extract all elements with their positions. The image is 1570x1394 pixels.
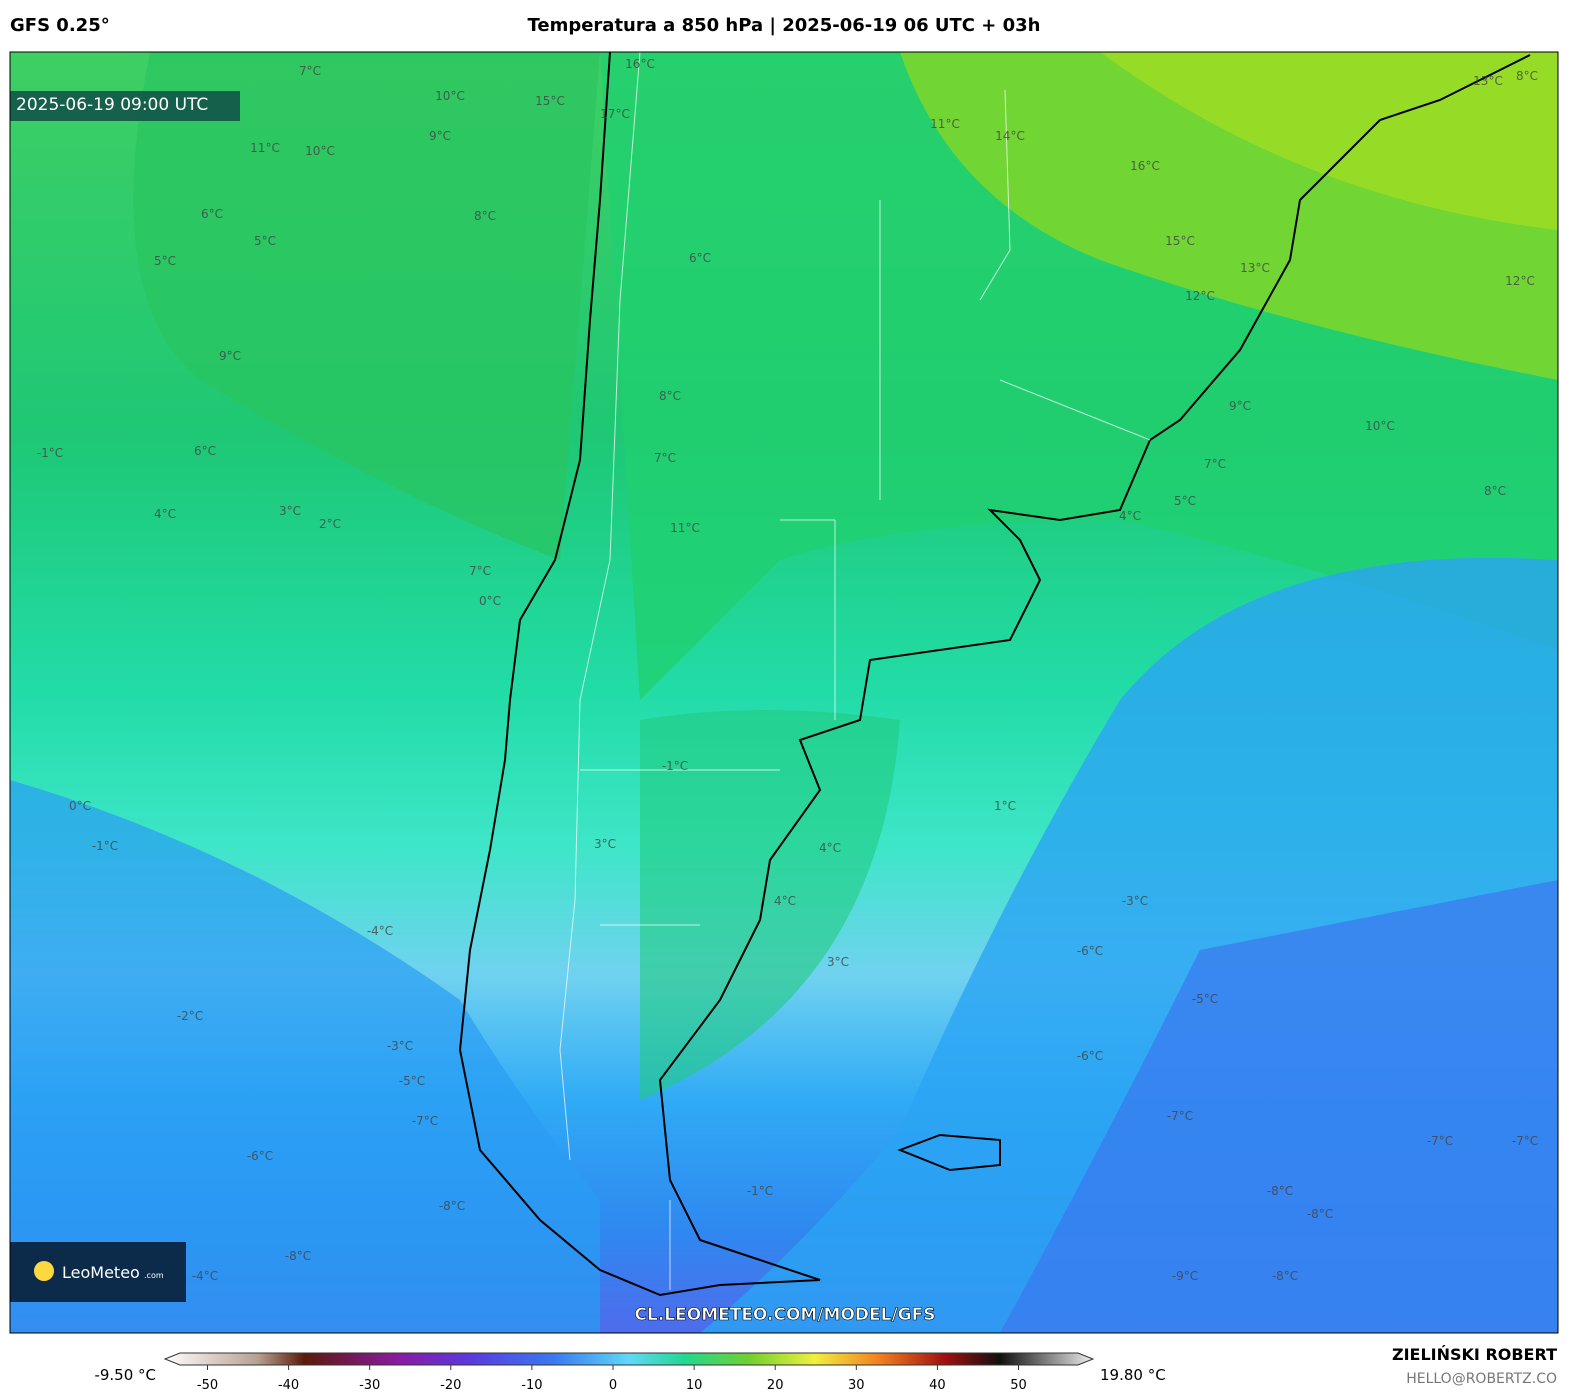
contour-label: 6°C: [201, 207, 223, 221]
contour-label: -7°C: [1167, 1109, 1193, 1123]
author: ZIELIŃSKI ROBERT: [1392, 1345, 1557, 1364]
contour-label: -9°C: [1172, 1269, 1198, 1283]
contour-label: 4°C: [154, 507, 176, 521]
contour-label: 12°C: [1505, 274, 1535, 288]
contour-label: 2°C: [319, 517, 341, 531]
contour-label: 10°C: [435, 89, 465, 103]
contour-label: -1°C: [92, 839, 118, 853]
contour-label: -8°C: [1267, 1184, 1293, 1198]
contour-label: 15°C: [1165, 234, 1195, 248]
contour-label: -1°C: [662, 759, 688, 773]
contour-label: 3°C: [594, 837, 616, 851]
colorbar-tick-label: -20: [440, 1378, 461, 1393]
contour-label: -5°C: [399, 1074, 425, 1088]
contour-label: 4°C: [819, 841, 841, 855]
contour-label: -6°C: [247, 1149, 273, 1163]
colorbar-ticks: -50 -40 -30 -20 -10 0 10 20 30 40 50: [197, 1365, 1027, 1393]
contour-label: 8°C: [1516, 69, 1538, 83]
colorbar-tick-label: -40: [278, 1378, 299, 1393]
contour-label: 17°C: [600, 107, 630, 121]
contour-label: 3°C: [827, 955, 849, 969]
map: 2025-06-19 09:00 UTC LeoMeteo .com CL.LE…: [10, 52, 1558, 1333]
contour-label: -4°C: [367, 924, 393, 938]
contour-label: 12°C: [1185, 289, 1215, 303]
contour-label: -4°C: [192, 1269, 218, 1283]
contour-label: -7°C: [1512, 1134, 1538, 1148]
watermark: CL.LEOMETEO.COM/MODEL/GFS: [635, 1305, 936, 1325]
colorbar-tick-label: 40: [929, 1378, 946, 1393]
contour-label: 5°C: [154, 254, 176, 268]
contour-label: 8°C: [659, 389, 681, 403]
contour-label: 10°C: [305, 144, 335, 158]
contour-label: -6°C: [1077, 944, 1103, 958]
contour-label: 4°C: [1119, 509, 1141, 523]
contour-label: 7°C: [654, 451, 676, 465]
contour-label: 6°C: [194, 444, 216, 458]
contour-label: -3°C: [387, 1039, 413, 1053]
contour-label: 8°C: [474, 209, 496, 223]
contour-label: 5°C: [1174, 494, 1196, 508]
contour-label: 7°C: [299, 64, 321, 78]
contour-label: -6°C: [1077, 1049, 1103, 1063]
contour-label: -7°C: [1427, 1134, 1453, 1148]
contour-label: 3°C: [279, 504, 301, 518]
colorbar-tick-label: -10: [521, 1378, 542, 1393]
contour-label: -1°C: [747, 1184, 773, 1198]
colorbar-tick-label: -30: [359, 1378, 380, 1393]
contour-label: -1°C: [37, 446, 63, 460]
contour-label: 0°C: [479, 594, 501, 608]
contour-label: -5°C: [1192, 992, 1218, 1006]
colorbar-tick-label: 30: [848, 1378, 865, 1393]
colorbar-tick-label: 50: [1010, 1378, 1027, 1393]
contour-label: 7°C: [1204, 457, 1226, 471]
contour-label: -7°C: [412, 1114, 438, 1128]
colorbar-max: 19.80 °C: [1100, 1366, 1166, 1384]
colorbar-tick-label: 20: [767, 1378, 784, 1393]
contour-label: 11°C: [670, 521, 700, 535]
contour-label: 13°C: [1240, 261, 1270, 275]
colorbar-min: -9.50 °C: [94, 1366, 156, 1384]
model: GFS 0.25°: [10, 15, 110, 36]
contour-label: 14°C: [995, 129, 1025, 143]
contour-label: 5°C: [254, 234, 276, 248]
contour-label: -2°C: [177, 1009, 203, 1023]
contour-label: -8°C: [285, 1249, 311, 1263]
colorbar-tick-label: 0: [609, 1378, 617, 1393]
contour-label: 7°C: [469, 564, 491, 578]
contour-label: 15°C: [535, 94, 565, 108]
contour-label: 6°C: [689, 251, 711, 265]
contour-label: 0°C: [69, 799, 91, 813]
email: HELLO@ROBERTZ.CO: [1406, 1371, 1557, 1387]
contour-label: 9°C: [1229, 399, 1251, 413]
colorbar: [163, 1352, 1095, 1366]
colorbar-tick-label: 10: [686, 1378, 703, 1393]
contour-label: -8°C: [439, 1199, 465, 1213]
logo: LeoMeteo: [62, 1263, 140, 1282]
colorbar-tick-label: -50: [197, 1378, 218, 1393]
map-frame: [9, 51, 1559, 1334]
contour-label: 10°C: [1365, 419, 1395, 433]
title: Temperatura a 850 hPa | 2025-06-19 06 UT…: [527, 15, 1040, 36]
contour-label: 11°C: [250, 141, 280, 155]
logo-suffix: .com: [144, 1271, 164, 1280]
contour-label: -3°C: [1122, 894, 1148, 908]
contour-label: 1°C: [994, 799, 1016, 813]
valid-time: 2025-06-19 09:00 UTC: [16, 95, 208, 115]
contour-label: 9°C: [219, 349, 241, 363]
contour-label: 16°C: [1130, 159, 1160, 173]
contour-label: 9°C: [429, 129, 451, 143]
contour-label: -8°C: [1272, 1269, 1298, 1283]
contour-label: -8°C: [1307, 1207, 1333, 1221]
contour-label: 16°C: [625, 57, 655, 71]
contour-label: 4°C: [774, 894, 796, 908]
contour-label: 11°C: [930, 117, 960, 131]
contour-label: 8°C: [1484, 484, 1506, 498]
contour-label: 13°C: [1473, 74, 1503, 88]
contour-labels: 7°C 10°C 15°C 16°C 17°C 11°C 10°C 8°C 9°C 6°C 5°C 9…: [37, 57, 1538, 1283]
